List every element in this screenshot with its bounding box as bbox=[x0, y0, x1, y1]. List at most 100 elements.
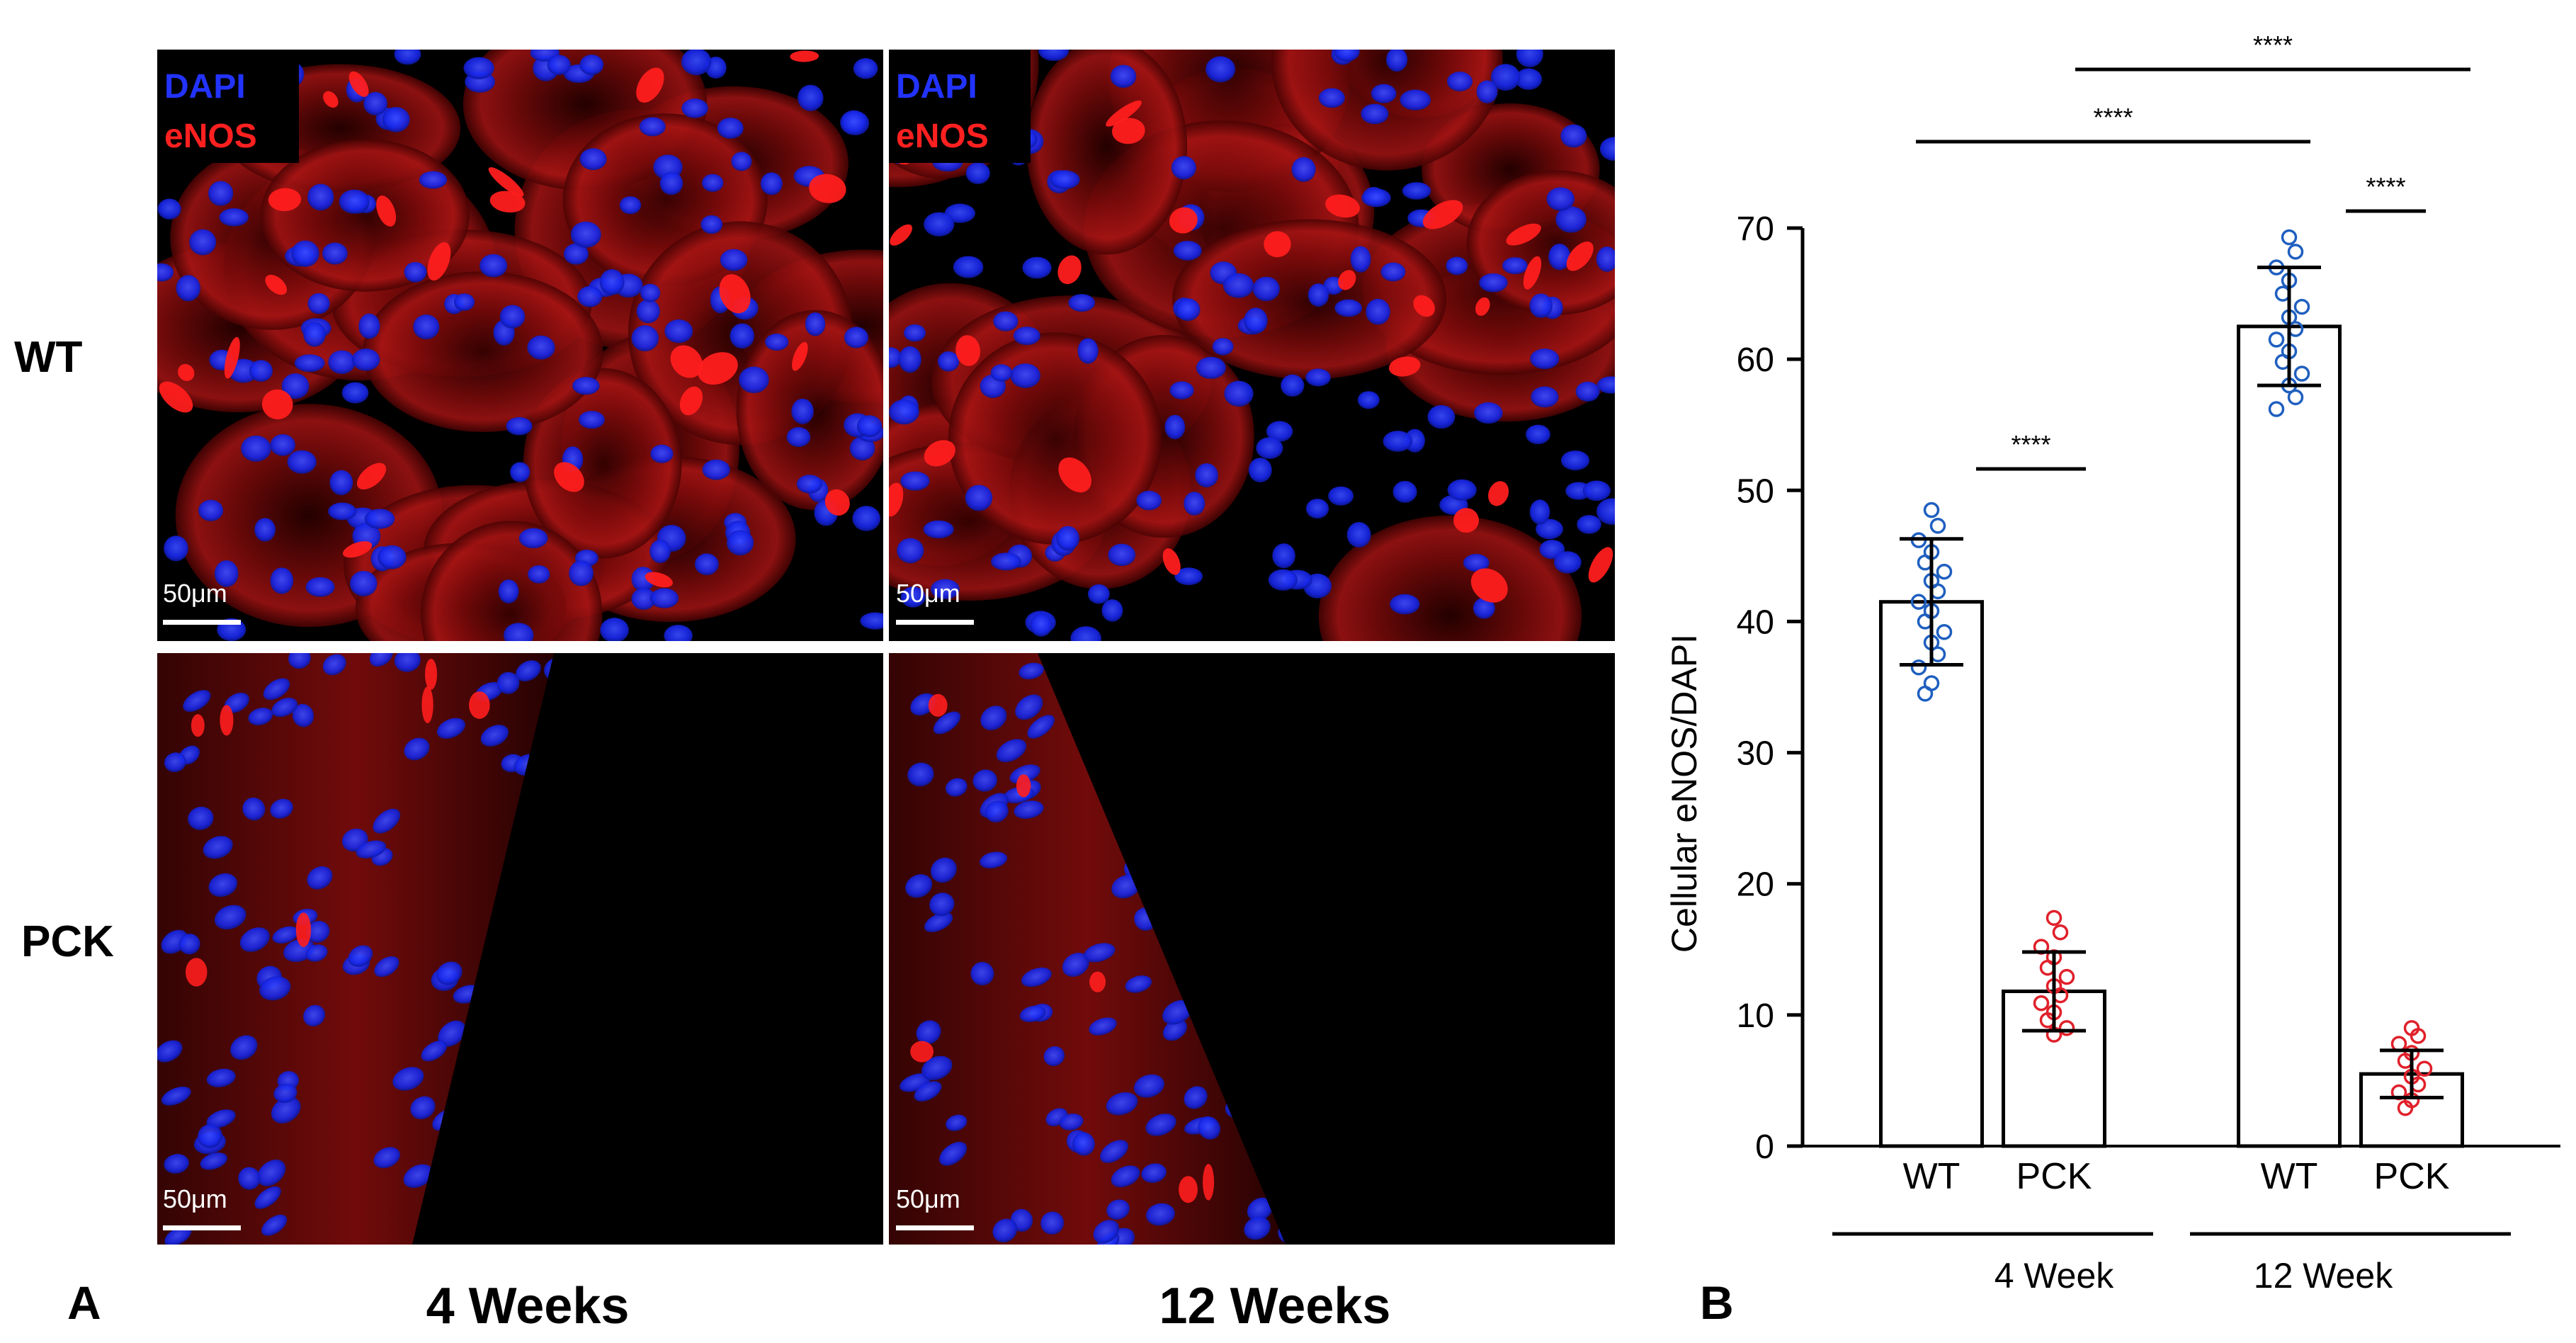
nucleus bbox=[307, 866, 333, 890]
nucleus bbox=[570, 221, 601, 248]
nucleus bbox=[480, 254, 508, 278]
enos-spot bbox=[421, 686, 433, 724]
nucleus bbox=[1089, 1017, 1117, 1036]
stain-legend-box-12w bbox=[889, 50, 1031, 163]
enos-spot bbox=[427, 242, 451, 281]
nucleus bbox=[731, 152, 752, 171]
data-point bbox=[1917, 686, 1934, 702]
y-tick-label-20: 20 bbox=[1737, 866, 1774, 904]
nucleus bbox=[1553, 551, 1582, 574]
data-point bbox=[1936, 623, 1953, 640]
nucleus bbox=[631, 588, 656, 610]
nucleus bbox=[1334, 50, 1360, 62]
nucleus bbox=[1473, 597, 1495, 619]
nucleus bbox=[796, 475, 823, 494]
nucleus bbox=[1247, 1197, 1273, 1222]
nucleus bbox=[1093, 1220, 1120, 1244]
nucleus bbox=[436, 961, 463, 985]
nucleus bbox=[1184, 1086, 1208, 1109]
nucleus bbox=[937, 351, 960, 372]
nucleus bbox=[516, 660, 541, 681]
nucleus bbox=[717, 118, 744, 139]
nucleus bbox=[403, 1164, 433, 1189]
nucleus bbox=[1022, 256, 1052, 279]
nucleus bbox=[1174, 567, 1203, 586]
nucleus bbox=[305, 577, 335, 597]
nucleus bbox=[1169, 381, 1194, 400]
nucleus bbox=[640, 283, 661, 302]
nucleus bbox=[1305, 368, 1331, 387]
nucleus bbox=[270, 567, 294, 594]
enos-spot bbox=[186, 958, 208, 987]
enos-spot bbox=[1162, 548, 1181, 575]
enos-spot bbox=[910, 1041, 934, 1062]
nucleus bbox=[694, 553, 719, 576]
nucleus bbox=[157, 1040, 183, 1062]
enos-spot bbox=[1588, 547, 1613, 583]
nucleus bbox=[1162, 1019, 1188, 1041]
nucleus bbox=[600, 618, 629, 641]
nucleus bbox=[305, 944, 328, 962]
nucleus bbox=[1402, 182, 1431, 200]
nucleus bbox=[480, 725, 509, 747]
nucleus bbox=[510, 462, 530, 482]
stain-label-enos-12w: eNOS bbox=[896, 118, 989, 155]
nucleus bbox=[1056, 526, 1079, 551]
enos-spot bbox=[489, 191, 526, 213]
nucleus bbox=[1068, 294, 1096, 312]
nucleus bbox=[198, 1124, 223, 1148]
scale-bar-label-wt-4w: 50μm bbox=[163, 579, 227, 608]
enos-spot bbox=[159, 381, 193, 413]
enos-spot bbox=[1179, 1176, 1198, 1203]
nucleus bbox=[463, 57, 494, 79]
nucleus bbox=[1009, 764, 1040, 784]
data-point bbox=[1910, 594, 1927, 610]
data-point bbox=[2281, 229, 2298, 246]
nucleus bbox=[914, 1081, 942, 1102]
enos-spot bbox=[679, 386, 703, 416]
nucleus bbox=[972, 769, 997, 792]
significance-label-3: **** bbox=[2093, 103, 2133, 132]
nucleus bbox=[257, 1160, 286, 1186]
stain-legend-box-4w bbox=[157, 50, 299, 163]
nucleus bbox=[1318, 88, 1345, 108]
nucleus bbox=[720, 249, 748, 271]
tubule bbox=[1318, 515, 1582, 641]
nucleus bbox=[1256, 437, 1283, 459]
enos-spot bbox=[1057, 255, 1082, 285]
nucleus bbox=[1141, 1163, 1167, 1183]
micrograph-pck-4-weeks bbox=[157, 653, 883, 1245]
nucleus bbox=[349, 570, 378, 596]
enos-spot bbox=[323, 91, 339, 108]
nucleus bbox=[271, 698, 298, 718]
nucleus bbox=[1244, 1216, 1271, 1240]
nucleus bbox=[1175, 298, 1201, 322]
nucleus bbox=[1019, 1005, 1046, 1023]
nucleus bbox=[1106, 1092, 1138, 1116]
nucleus bbox=[1043, 1046, 1065, 1067]
nucleus bbox=[1526, 424, 1550, 445]
nucleus bbox=[979, 851, 1008, 869]
nucleus bbox=[1038, 50, 1069, 61]
scale-bar-wt-12w bbox=[896, 620, 974, 625]
nucleus bbox=[760, 172, 783, 196]
enos-spot bbox=[790, 50, 819, 62]
nucleus bbox=[329, 470, 353, 496]
nucleus bbox=[1111, 1165, 1140, 1188]
nucleus bbox=[356, 840, 387, 858]
nucleus bbox=[328, 350, 356, 375]
nucleus bbox=[287, 450, 317, 474]
panel-label-b: B bbox=[1700, 1276, 1734, 1329]
nucleus bbox=[1173, 240, 1202, 261]
enos-spot bbox=[1475, 297, 1490, 316]
data-point bbox=[2390, 1036, 2407, 1052]
enos-spot bbox=[425, 658, 438, 690]
nucleus bbox=[1502, 257, 1528, 275]
nucleus bbox=[1014, 800, 1044, 819]
nucleus bbox=[273, 1083, 297, 1103]
nucleus bbox=[907, 762, 934, 787]
nucleus bbox=[392, 1067, 424, 1091]
nucleus bbox=[844, 327, 869, 348]
nucleus bbox=[214, 905, 246, 930]
nucleus bbox=[953, 256, 984, 278]
